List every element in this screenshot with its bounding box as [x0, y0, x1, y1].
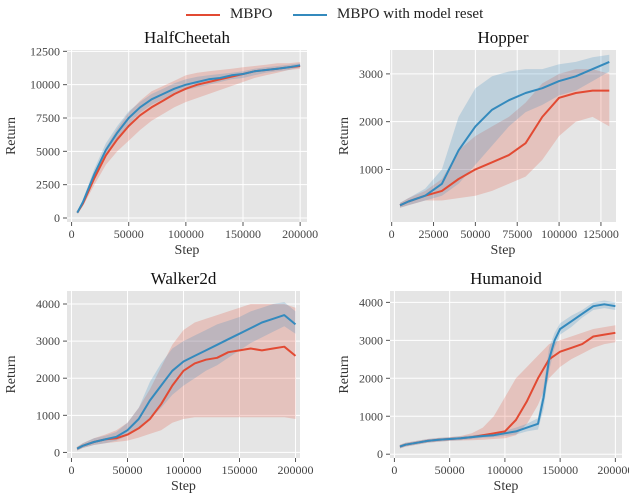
x-tick-label: 0 — [391, 463, 397, 477]
chart-title: Humanoid — [470, 269, 542, 288]
x-tick-label: 50000 — [460, 227, 490, 241]
y-tick-label: 0 — [54, 211, 60, 225]
y-tick-label: 2500 — [36, 178, 60, 192]
x-tick-label: 125000 — [583, 227, 619, 241]
y-tick-label: 7500 — [36, 111, 60, 125]
y-tick-label: 12500 — [30, 44, 60, 58]
y-tick-label: 4000 — [359, 295, 383, 309]
legend-label-mbpo: MBPO — [230, 6, 273, 22]
confidence-band-mbpo — [77, 62, 301, 214]
x-tick-label: 100000 — [541, 227, 577, 241]
x-tick-label: 150000 — [225, 227, 261, 241]
confidence-band-mbpo-with-model-reset — [77, 302, 296, 451]
series-line-mbpo-with-model-reset — [76, 314, 297, 450]
y-axis-label: Return — [337, 117, 352, 155]
y-tick-label: 0 — [377, 447, 383, 461]
legend-swatch-mbpo — [186, 13, 220, 16]
chart-panel-hopper: 0 25000 50000 75000 100000 125000 1000 2000 3000… — [337, 28, 619, 258]
confidence-band-mbpo — [399, 325, 616, 449]
confidence-band-mbpo — [400, 69, 610, 208]
y-tick-label: 2000 — [36, 371, 60, 385]
x-tick-label: 75000 — [502, 227, 532, 241]
y-tick-label: 3000 — [359, 67, 383, 81]
y-axis-label: Return — [4, 117, 19, 155]
series-line-mbpo-with-model-reset — [399, 303, 616, 448]
y-tick-label: 2000 — [359, 115, 383, 129]
x-tick-label: 50000 — [112, 463, 142, 477]
y-tick-label: 1000 — [359, 162, 383, 176]
y-tick-label: 0 — [54, 445, 60, 459]
y-tick-label: 3000 — [36, 334, 60, 348]
series-line-mbpo-with-model-reset — [399, 60, 610, 207]
x-tick-label: 200000 — [278, 463, 314, 477]
x-tick-label: 100000 — [166, 463, 202, 477]
legend: MBPO MBPO with model reset — [0, 0, 629, 28]
y-tick-label: 1000 — [36, 408, 60, 422]
chart-panel-walker2d: 0 50000 100000 150000 200000 0 1000 2000 3000 400… — [4, 269, 314, 494]
x-axis-label: Step — [175, 243, 200, 258]
y-tick-label: 2000 — [359, 371, 383, 385]
confidence-band-mbpo — [77, 304, 296, 451]
x-tick-label: 100000 — [487, 463, 523, 477]
x-tick-label: 200000 — [597, 463, 629, 477]
x-tick-label: 50000 — [114, 227, 144, 241]
legend-item-mbpo: MBPO — [186, 6, 273, 23]
x-tick-label: 0 — [389, 227, 395, 241]
x-tick-label: 100000 — [168, 227, 204, 241]
x-tick-label: 150000 — [222, 463, 258, 477]
chart-title: Walker2d — [151, 269, 217, 288]
legend-label-mbpo-model-reset: MBPO with model reset — [337, 6, 484, 22]
y-tick-label: 5000 — [36, 144, 60, 158]
x-tick-label: 200000 — [282, 227, 318, 241]
x-tick-label: 150000 — [542, 463, 578, 477]
x-tick-label: 25000 — [419, 227, 449, 241]
x-tick-label: 50000 — [435, 463, 465, 477]
chart-title: HalfCheetah — [144, 28, 230, 47]
series-line-mbpo-with-model-reset — [76, 64, 301, 214]
x-tick-label: 0 — [68, 463, 74, 477]
x-axis-label: Step — [494, 479, 519, 494]
x-axis-label: Step — [491, 243, 516, 258]
x-tick-label: 0 — [69, 227, 75, 241]
y-tick-label: 10000 — [30, 78, 60, 92]
plot-area — [67, 50, 307, 222]
x-axis-label: Step — [171, 479, 196, 494]
confidence-band-mbpo-with-model-reset — [400, 54, 610, 208]
chart-panel-halfcheetah: 0 50000 100000 150000 200000 0 2500 5000 7500 100… — [4, 28, 318, 258]
chart-panel-humanoid: 0 50000 100000 150000 200000 0 1000 2000 3000 400… — [337, 269, 629, 494]
y-tick-label: 3000 — [359, 333, 383, 347]
y-tick-label: 4000 — [36, 297, 60, 311]
y-axis-label: Return — [4, 355, 19, 393]
legend-swatch-mbpo-model-reset — [293, 13, 327, 16]
y-tick-label: 1000 — [359, 409, 383, 423]
legend-item-mbpo-model-reset: MBPO with model reset — [293, 6, 483, 23]
y-axis-label: Return — [337, 355, 352, 393]
chart-title: Hopper — [478, 28, 529, 47]
